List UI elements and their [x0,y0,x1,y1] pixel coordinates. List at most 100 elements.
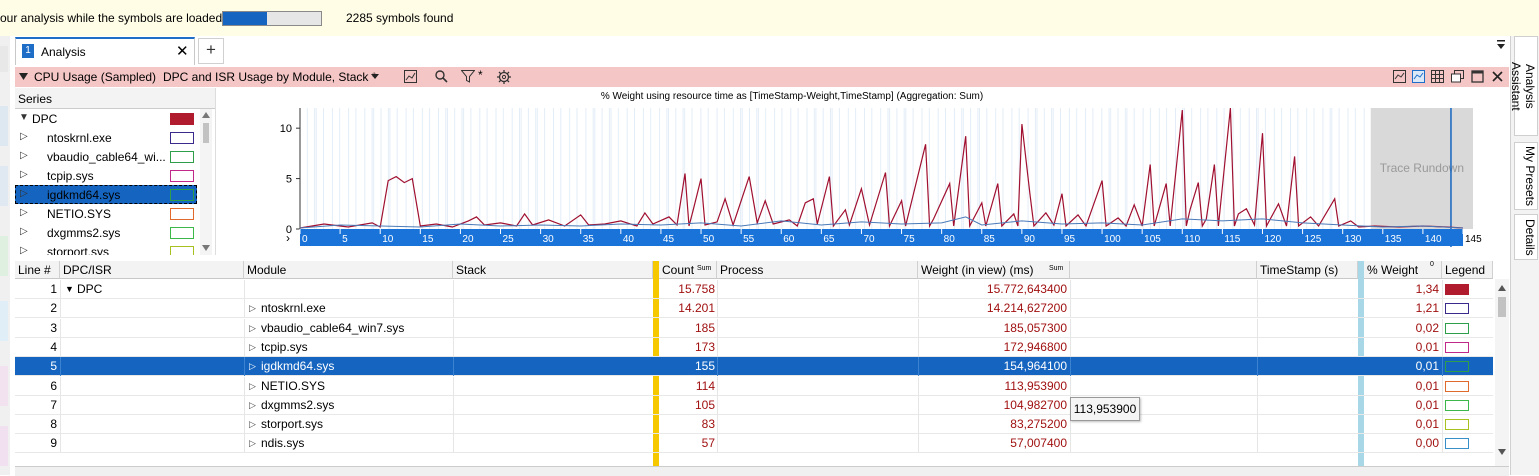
tab-analysis-assistant[interactable]: Analysis Assistant [1509,36,1538,136]
graph-and-table-icon[interactable] [1412,70,1425,83]
filter-icon[interactable] [461,70,475,83]
series-scrollbar[interactable] [200,109,212,255]
series-color-swatch[interactable] [170,113,194,125]
preset-dropdown[interactable]: DPC and ISR Usage by Module, Stack * [163,70,377,84]
legend-swatch[interactable] [1445,438,1469,450]
expand-icon[interactable]: ▷ [20,150,28,161]
legend-swatch[interactable] [1445,361,1469,373]
legend-swatch[interactable] [1445,380,1469,392]
col-header-pct-weight[interactable]: % Weight 0 [1364,261,1442,279]
col-header-blank[interactable] [1070,261,1257,279]
series-item[interactable]: ▷ igdkmd64.sys [15,185,197,204]
expanded-icon[interactable]: ▼ [19,112,29,123]
table-row[interactable]: 4 ▷ tcpip.sys 173 172,946800 0,01 [15,337,1493,357]
collapse-icon[interactable] [19,73,28,81]
col-header-dpc-isr[interactable]: DPC/ISR [60,261,244,279]
table-scrollbar[interactable] [1495,279,1509,466]
dock-item[interactable] [0,106,8,146]
cpu-usage-chart[interactable]: % Weight using resource time as [TimeSta… [222,88,1506,255]
series-item[interactable]: ▷ vbaudio_cable64_wi... [15,147,197,166]
left-dock-strip[interactable] [0,36,10,475]
graph-name[interactable]: CPU Usage (Sampled) [34,70,157,84]
tab-details[interactable]: Details [1514,214,1538,260]
dock-item[interactable] [0,426,8,466]
series-color-swatch[interactable] [170,227,194,239]
scroll-thumb[interactable] [203,123,209,143]
expand-icon[interactable]: ▷ [20,169,28,180]
table-row[interactable]: 2 ▷ ntoskrnl.exe 14.201 14.214,627200 1,21 [15,299,1493,319]
legend-swatch[interactable] [1445,399,1469,411]
horizontal-scrollbar[interactable] [15,466,1509,476]
close-icon[interactable]: ✕ [176,43,189,60]
search-icon[interactable] [435,70,448,83]
table-row[interactable]: 5 ▷ igdkmd64.sys 155 154,964100 0,01 [15,357,1493,377]
plot-area[interactable] [300,108,1463,229]
col-header-timestamp[interactable]: TimeStamp (s) [1257,261,1358,279]
expand-icon[interactable]: ▷ [20,131,28,142]
dock-item[interactable] [0,236,8,276]
scroll-down-icon[interactable] [202,245,210,251]
col-header-legend[interactable]: Legend [1442,261,1493,279]
series-color-swatch[interactable] [170,170,194,182]
col-header-line[interactable]: Line # [15,261,60,279]
legend-swatch[interactable] [1445,419,1469,431]
dock-item[interactable] [0,366,8,406]
col-header-module[interactable]: Module [244,261,453,279]
dock-item[interactable] [0,301,8,341]
series-line-dpc[interactable] [299,107,1464,229]
series-item[interactable]: ▼ DPC [15,109,197,128]
chevron-down-icon[interactable] [371,74,379,80]
table-only-icon[interactable] [1431,70,1444,83]
dock-item[interactable] [0,166,8,206]
legend-swatch[interactable] [1445,341,1469,353]
expand-icon[interactable]: ▷ [20,226,28,237]
axis-expand-icon[interactable]: › [286,231,290,245]
restore-icon[interactable] [1451,70,1464,83]
table-row[interactable]: 1 ▼ DPC 15.758 15.772,643400 1,34 [15,280,1493,299]
series-item[interactable]: ▷ dxgmms2.sys [15,223,197,242]
time-axis-band[interactable] [300,229,1463,246]
series-color-swatch[interactable] [170,189,194,201]
weight-value: 154,964100 [1003,359,1067,374]
legend-swatch[interactable] [1445,284,1469,295]
x-tick-label: 80 [944,234,956,245]
scroll-down-icon[interactable] [1498,449,1506,455]
series-item[interactable]: ▷ tcpip.sys [15,166,197,185]
expand-icon[interactable]: ▷ [20,188,28,199]
col-header-count[interactable]: Count Sum [659,261,717,279]
table-row[interactable]: 8 ▷ storport.sys 83 83,275200 0,01 [15,415,1493,435]
expand-icon[interactable]: ▷ [20,207,28,218]
series-item[interactable]: ▷ ntoskrnl.exe [15,128,197,147]
tab-my-presets[interactable]: My Presets [1514,142,1538,210]
scroll-up-icon[interactable] [202,112,210,118]
table-row[interactable]: 7 ▷ dxgmms2.sys 105 104,982700 0,01 [15,395,1493,415]
add-tab-button[interactable]: + [198,38,224,64]
table-row[interactable]: 9 ▷ ndis.sys 57 57,007400 0,00 [15,434,1493,454]
col-header-stack[interactable]: Stack [453,261,653,279]
col-header-weight[interactable]: Weight (in view) (ms) Sum [918,261,1070,279]
close-icon[interactable] [1492,71,1503,82]
tab-overflow-icon[interactable] [1496,40,1506,50]
gear-icon[interactable] [497,70,511,84]
series-item[interactable]: ▷ NETIO.SYS [15,204,197,223]
graph-only-icon[interactable] [1393,70,1406,83]
maximize-icon[interactable] [1471,70,1484,83]
tab-analysis[interactable]: 1 Analysis ✕ [15,37,195,65]
dock-item[interactable] [0,46,8,72]
col-header-process[interactable]: Process [717,261,918,279]
x-tick-label: 25 [503,234,515,245]
series-color-swatch[interactable] [170,132,194,144]
scroll-up-icon[interactable] [1498,285,1506,291]
series-line-ntoskrnl[interactable] [299,216,1464,229]
scroll-thumb[interactable] [1498,297,1506,317]
legend-swatch[interactable] [1445,303,1469,315]
expand-icon[interactable]: ▷ [20,245,28,255]
series-item[interactable]: ▷ storport.sys [15,242,197,255]
table-row[interactable]: 6 ▷ NETIO.SYS 114 113,953900 0,01 [15,376,1493,396]
chart-type-icon[interactable] [404,70,417,83]
series-color-swatch[interactable] [170,246,194,255]
series-color-swatch[interactable] [170,151,194,163]
series-color-swatch[interactable] [170,208,194,220]
table-row[interactable]: 3 ▷ vbaudio_cable64_win7.sys 185 185,057300 0… [15,318,1493,338]
legend-swatch[interactable] [1445,322,1469,334]
